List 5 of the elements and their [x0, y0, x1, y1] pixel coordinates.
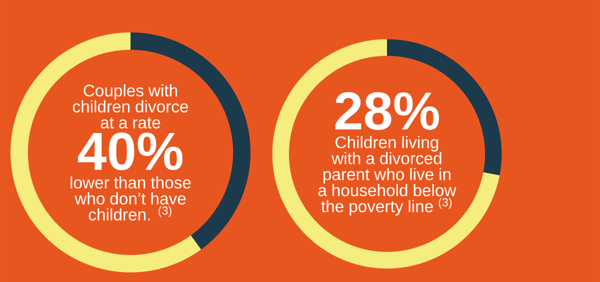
data-label: 40% — [78, 132, 182, 170]
text: lower than those who don’t have children. $^{(3)}$ — [70, 176, 191, 221]
data-label: 28% — [335, 92, 439, 130]
text: Couples with children divorce at a rate — [72, 84, 188, 128]
text: Children living with a divorced parent who live in a household below the poverty line $^{(3)}$ — [318, 136, 456, 216]
